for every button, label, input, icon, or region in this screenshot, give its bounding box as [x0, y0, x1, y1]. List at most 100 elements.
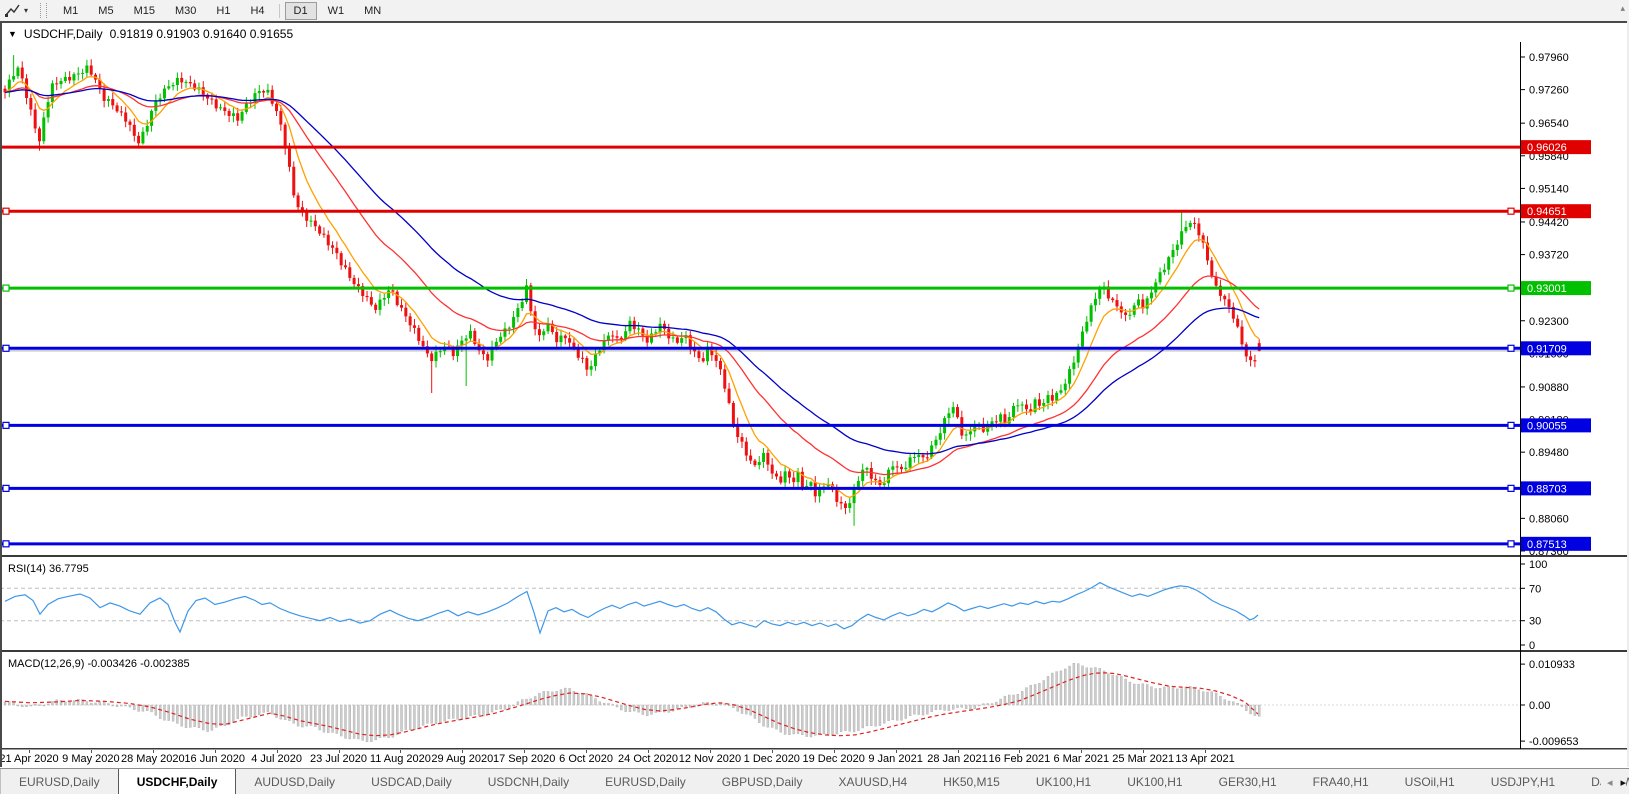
price-chart[interactable]: 0.979600.972600.965400.958400.951400.944… — [0, 42, 1629, 750]
level-handle-left — [2, 344, 10, 352]
time-axis-label: 6 Oct 2020 — [559, 753, 614, 765]
level-price-tag — [1521, 481, 1591, 496]
time-axis-tick — [1019, 750, 1021, 753]
tabbar-stub — [0, 769, 1, 794]
svg-text:70: 70 — [1529, 583, 1541, 595]
line-studies-icon[interactable] — [2, 2, 24, 20]
time-axis-tick — [771, 750, 773, 753]
time-axis-tick — [29, 750, 30, 753]
timeframe-button-W1[interactable]: W1 — [327, 4, 345, 17]
timeframe-button-M5[interactable]: M5 — [98, 4, 114, 17]
chart-tab-UK100-H1[interactable]: UK100,H1 — [1127, 775, 1183, 789]
timeframe-button-M30[interactable]: M30 — [174, 4, 197, 17]
toolbar-overflow-icon[interactable]: ▴ — [1620, 3, 1625, 13]
svg-text:100: 100 — [1529, 559, 1547, 571]
timeframe-buttons: M1 M5 M15 M30 H1 H4 D1 W1 MN — [53, 1, 391, 20]
tab-scroll-left-icon[interactable]: ◂ — [1606, 776, 1613, 789]
time-axis-label: 21 Apr 2020 — [0, 753, 59, 765]
chart-tab-GBPUSD-Daily[interactable]: GBPUSD,Daily — [721, 775, 803, 789]
tab-scroll-right-icon[interactable]: ▸ — [1620, 776, 1626, 789]
time-axis-label: 28 Jan 2021 — [927, 753, 988, 765]
time-axis-label: 19 Dec 2020 — [802, 753, 865, 765]
chart-tab-UK100-H1[interactable]: UK100,H1 — [1035, 775, 1092, 789]
chart-tab-FRA40-H1[interactable]: FRA40,H1 — [1312, 775, 1369, 789]
svg-text:0.88060: 0.88060 — [1529, 513, 1569, 525]
time-axis-label: 29 Aug 2020 — [431, 753, 494, 765]
svg-text:0.90055: 0.90055 — [1527, 420, 1567, 432]
window-frame-right — [1627, 21, 1629, 767]
time-axis-tick — [462, 750, 464, 753]
level-price-tag — [1521, 204, 1591, 219]
chart-tab-GER30-H1[interactable]: GER30,H1 — [1218, 775, 1277, 789]
time-axis-label: 23 Jul 2020 — [310, 753, 367, 765]
time-axis-label: 25 Mar 2021 — [1112, 753, 1175, 765]
level-handle-right — [1507, 207, 1515, 215]
chart-tab-XAUUSD-H4[interactable]: XAUUSD,H4 — [838, 775, 908, 789]
timeframe-button-H1[interactable]: H1 — [216, 4, 231, 17]
time-axis-label: 17 Sep 2020 — [492, 753, 556, 765]
svg-text:0.97260: 0.97260 — [1529, 85, 1569, 97]
time-axis-label: 16 Jun 2020 — [184, 753, 245, 765]
time-axis-label: 24 Oct 2020 — [618, 753, 678, 765]
collapse-icon[interactable]: ▼ — [8, 29, 17, 39]
timeframe-button-D1[interactable]: D1 — [284, 1, 317, 20]
svg-text:0.89480: 0.89480 — [1529, 447, 1569, 459]
chart-tab-EURUSD-Daily[interactable]: EURUSD,Daily — [605, 775, 686, 789]
toolbar-grip — [40, 3, 47, 18]
svg-text:0.87513: 0.87513 — [1527, 539, 1567, 551]
level-price-tag — [1521, 281, 1591, 296]
time-axis-tick — [338, 750, 340, 753]
svg-text:0.94420: 0.94420 — [1529, 217, 1569, 229]
macd-histogram — [3, 663, 1261, 742]
svg-text:-0.009653: -0.009653 — [1529, 736, 1579, 748]
chart-tab-EURUSD-Daily[interactable]: EURUSD,Daily — [19, 775, 100, 789]
ohlc-values: 0.91819 0.91903 0.91640 0.91655 — [109, 27, 294, 41]
chart-tab-USDCAD-Daily[interactable]: USDCAD,Daily — [371, 775, 452, 789]
level-handle-left — [2, 207, 10, 215]
svg-text:0.00: 0.00 — [1529, 700, 1550, 712]
rsi-line — [4, 581, 1259, 635]
timeframe-button-MN[interactable]: MN — [364, 4, 382, 17]
time-axis-tick — [1081, 750, 1083, 753]
chart-tab-HK50-M15[interactable]: HK50,M15 — [943, 775, 1000, 789]
tab-scroll-controls: ◂ ▸ — [1600, 769, 1626, 794]
chart-tab-USDJPY-H1[interactable]: USDJPY,H1 — [1490, 775, 1556, 789]
chart-tab-USDCHF-Daily[interactable]: USDCHF,Daily — [117, 769, 237, 794]
chart-window: ▼ USDCHF,Daily 0.91819 0.91903 0.91640 0… — [0, 21, 1629, 769]
time-axis-label: 28 May 2020 — [120, 753, 185, 765]
chart-tabs: EURUSD,Daily USDCHF,Daily AUDUSD,Daily USDC… — [0, 768, 1629, 794]
svg-text:0.92300: 0.92300 — [1529, 316, 1569, 328]
macd-label: MACD(12,26,9) -0.003426 -0.002385 — [8, 658, 190, 670]
level-handle-right — [1507, 284, 1515, 292]
timeframe-button-M15[interactable]: M15 — [133, 4, 155, 17]
chart-tab-USDCNH-Daily[interactable]: USDCNH,Daily — [487, 775, 570, 789]
level-handle-left — [2, 484, 10, 492]
time-axis-tick — [90, 750, 92, 753]
level-price-tag — [1521, 418, 1591, 433]
time-axis-tick — [152, 750, 154, 753]
svg-text:0.93720: 0.93720 — [1529, 250, 1569, 262]
timeframe-button-H4[interactable]: H4 — [250, 4, 265, 17]
time-axis-tick — [709, 750, 711, 753]
svg-text:0.010933: 0.010933 — [1529, 659, 1575, 671]
level-price-tag — [1521, 536, 1591, 551]
chevron-down-icon[interactable]: ▾ — [24, 6, 29, 15]
ma-fast-line — [4, 75, 1260, 499]
time-axis-label: 6 Mar 2021 — [1053, 753, 1110, 765]
time-axis-label: 4 Jul 2020 — [251, 753, 302, 765]
time-axis[interactable]: 21 Apr 2020 9 May 2020 28 May 2020 16 Jun 2… — [0, 750, 1629, 769]
time-axis-tick — [524, 750, 526, 753]
level-handle-left — [2, 284, 10, 292]
chart-title: ▼ USDCHF,Daily 0.91819 0.91903 0.91640 0… — [8, 26, 293, 42]
timeframe-button-M1[interactable]: M1 — [63, 4, 79, 17]
time-axis-label: 13 Apr 2021 — [1175, 753, 1235, 765]
time-axis-tick — [895, 750, 897, 753]
toolbar-separator — [278, 3, 280, 18]
time-axis-label: 16 Feb 2021 — [988, 753, 1051, 765]
chart-tab-AUDUSD-Daily[interactable]: AUDUSD,Daily — [254, 775, 336, 789]
level-handle-right — [1507, 421, 1515, 429]
time-axis-tick — [648, 750, 649, 753]
level-handle-right — [1507, 484, 1515, 492]
chart-tab-USOil-H1[interactable]: USOil,H1 — [1404, 775, 1455, 789]
